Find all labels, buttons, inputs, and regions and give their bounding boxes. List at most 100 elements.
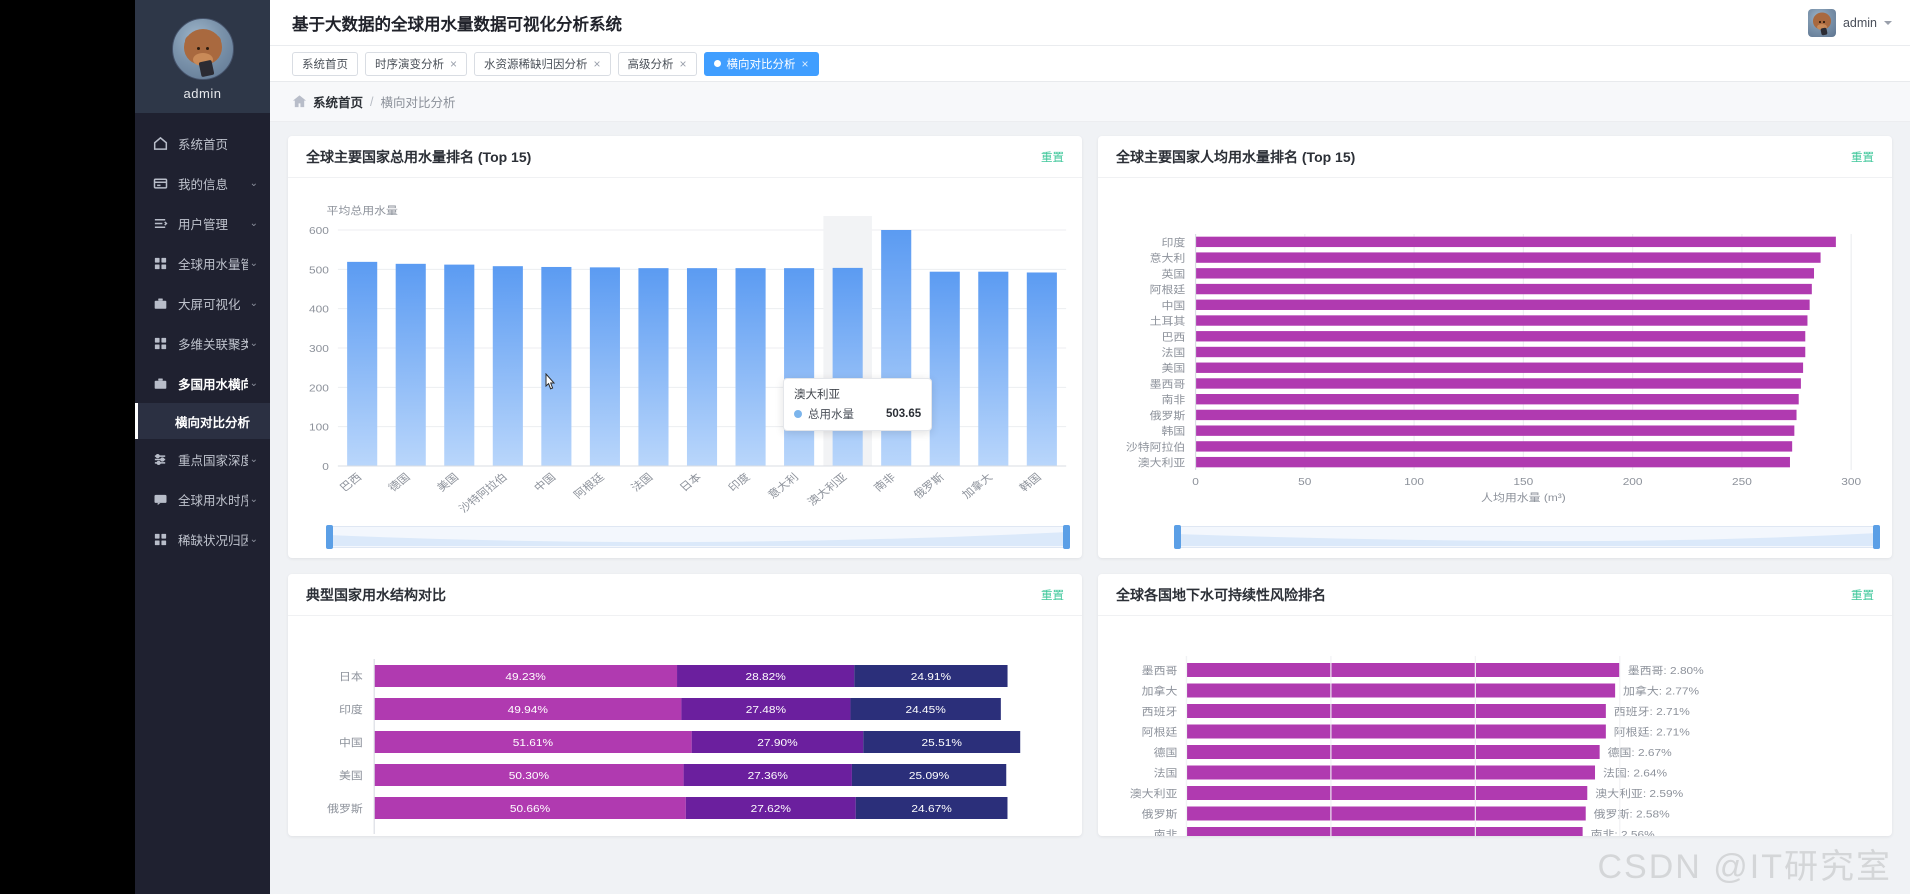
bar[interactable]: [347, 261, 378, 466]
stacked-segment[interactable]: [374, 797, 686, 819]
tab-3[interactable]: 高级分析 ×: [617, 51, 697, 76]
bar[interactable]: [1195, 252, 1821, 263]
bar[interactable]: [1186, 745, 1600, 759]
stacked-bar-chart-svg[interactable]: 49.23% 28.82% 24.91% 日本 49.94% 27.48% 24.45% 印度…: [288, 616, 1082, 836]
bar[interactable]: [1195, 378, 1801, 389]
stacked-segment[interactable]: [374, 698, 682, 720]
chart-datazoom-slider[interactable]: [1174, 525, 1880, 549]
bar[interactable]: [1195, 394, 1799, 405]
close-icon[interactable]: ×: [801, 56, 809, 71]
datazoom-handle-left[interactable]: [1174, 525, 1181, 549]
datazoom-handle-right[interactable]: [1873, 525, 1880, 549]
bar[interactable]: [686, 268, 718, 466]
bar[interactable]: [541, 266, 572, 466]
bar[interactable]: [395, 263, 426, 466]
bar[interactable]: [1186, 663, 1620, 677]
bar[interactable]: [1195, 331, 1806, 342]
sidebar-item-7[interactable]: 重点国家深度分析⌄: [135, 439, 270, 479]
reset-button[interactable]: 重置: [1851, 589, 1874, 602]
tab-4[interactable]: 横向对比分析 ×: [703, 51, 819, 76]
bar[interactable]: [492, 266, 523, 466]
close-icon[interactable]: ×: [679, 56, 687, 71]
bar[interactable]: [1186, 806, 1586, 821]
bar[interactable]: [735, 268, 766, 466]
bar[interactable]: [1195, 268, 1815, 279]
dashboard-content: 全球主要国家总用水量排名 (Top 15) 重置 平均总用水量 0 100 200 30…: [270, 122, 1910, 894]
breadcrumb-home[interactable]: 系统首页: [292, 92, 363, 111]
sidebar-item-2[interactable]: 用户管理 ⌄: [135, 203, 270, 243]
bar[interactable]: [1195, 315, 1808, 326]
bar[interactable]: [1195, 456, 1790, 468]
close-icon[interactable]: ×: [450, 56, 458, 71]
bar[interactable]: [1186, 765, 1596, 780]
tab-0[interactable]: 系统首页: [292, 51, 358, 76]
stacked-segment[interactable]: [850, 698, 1001, 720]
bar[interactable]: [638, 268, 669, 466]
bar[interactable]: [1186, 827, 1583, 841]
stacked-segment[interactable]: [691, 731, 864, 753]
stacked-segment[interactable]: [685, 797, 856, 819]
sidebar-item-4[interactable]: 大屏可视化 ⌄: [135, 283, 270, 323]
chart-total-water-ranking[interactable]: 平均总用水量 0 100 200 300 400 500 600 巴西 德国 美国 沙特阿拉伯 中国 阿根…: [288, 178, 1082, 558]
chart-groundwater-risk[interactable]: 墨西哥 墨西哥: 2.80% 加拿大 加拿大: 2.77% 西班牙 西班牙: 2.71% 阿…: [1098, 616, 1892, 851]
sidebar-item-3[interactable]: 全球用水量管理⌄: [135, 243, 270, 283]
sidebar-item-8[interactable]: 全球用水时序分析⌄: [135, 479, 270, 519]
bar[interactable]: [1186, 786, 1588, 800]
stacked-segment[interactable]: [374, 764, 684, 786]
y-axis-tick-label: 墨西哥: [1142, 665, 1178, 677]
stacked-segment[interactable]: [863, 731, 1021, 753]
chart-percapita-water-ranking[interactable]: 0 50 100 150 200 250 300 人均用水量 (m³) 印度 意大利 英国 阿根廷 中国…: [1098, 178, 1892, 558]
card-header: 全球各国地下水可持续性风险排名 重置: [1098, 574, 1892, 616]
datazoom-handle-left[interactable]: [326, 525, 333, 549]
hbar-chart-svg[interactable]: 墨西哥 墨西哥: 2.80% 加拿大 加拿大: 2.77% 西班牙 西班牙: 2.71% 阿…: [1098, 616, 1892, 851]
bar[interactable]: [929, 271, 960, 466]
bar[interactable]: [1195, 425, 1795, 436]
bar[interactable]: [1186, 724, 1606, 739]
segment-value-label: 51.61%: [513, 738, 553, 749]
bar[interactable]: [1195, 409, 1797, 421]
sidebar-subitem-horizontal-compare[interactable]: 横向对比分析: [135, 403, 270, 439]
bar[interactable]: [1195, 346, 1806, 358]
sidebar-item-9[interactable]: 稀缺状况归因分析⌄: [135, 519, 270, 559]
stacked-segment[interactable]: [374, 665, 678, 687]
bar[interactable]: [1195, 441, 1793, 452]
reset-button[interactable]: 重置: [1851, 151, 1874, 164]
tab-1[interactable]: 时序演变分析 ×: [365, 51, 468, 76]
bar[interactable]: [784, 268, 815, 466]
stacked-segment[interactable]: [681, 698, 851, 720]
sidebar-item-5[interactable]: 多维关联聚类分析⌄: [135, 323, 270, 363]
stacked-segment[interactable]: [374, 731, 692, 753]
bar[interactable]: [1186, 683, 1616, 698]
bar[interactable]: [444, 264, 475, 466]
reset-button[interactable]: 重置: [1041, 589, 1064, 602]
bar[interactable]: [832, 267, 863, 466]
hbar-chart-svg[interactable]: 0 50 100 150 200 250 300 人均用水量 (m³) 印度意大利英国阿根廷中国…: [1098, 178, 1892, 558]
sidebar-item-6[interactable]: 多国用水横向分析⌄: [135, 363, 270, 403]
tab-2[interactable]: 水资源稀缺归因分析 ×: [474, 51, 611, 76]
user-avatar[interactable]: [1807, 8, 1836, 37]
datazoom-handle-right[interactable]: [1063, 525, 1070, 549]
bar[interactable]: [1195, 283, 1812, 295]
sidebar-item-1[interactable]: 我的信息 ⌄: [135, 163, 270, 203]
stacked-segment[interactable]: [854, 665, 1008, 687]
breadcrumb-home-label: 系统首页: [313, 96, 364, 110]
sidebar-item-0[interactable]: 系统首页: [135, 123, 270, 163]
close-icon[interactable]: ×: [593, 56, 601, 71]
stacked-segment[interactable]: [855, 797, 1008, 819]
bar[interactable]: [1195, 236, 1836, 248]
reset-button[interactable]: 重置: [1041, 151, 1064, 164]
chart-datazoom-slider[interactable]: [326, 525, 1070, 549]
bar[interactable]: [1195, 362, 1804, 373]
bar[interactable]: [978, 271, 1009, 466]
bar[interactable]: [589, 267, 620, 466]
bar[interactable]: [1195, 299, 1810, 310]
stacked-segment[interactable]: [851, 764, 1007, 786]
stacked-segment[interactable]: [677, 665, 855, 687]
card-title: 典型国家用水结构对比: [306, 586, 446, 603]
bar[interactable]: [1026, 272, 1057, 466]
chart-water-structure[interactable]: 49.23% 28.82% 24.91% 日本 49.94% 27.48% 24.45% 印度…: [288, 616, 1082, 836]
stacked-segment[interactable]: [683, 764, 852, 786]
bar[interactable]: [1186, 704, 1606, 718]
chevron-down-icon[interactable]: [1884, 20, 1892, 25]
